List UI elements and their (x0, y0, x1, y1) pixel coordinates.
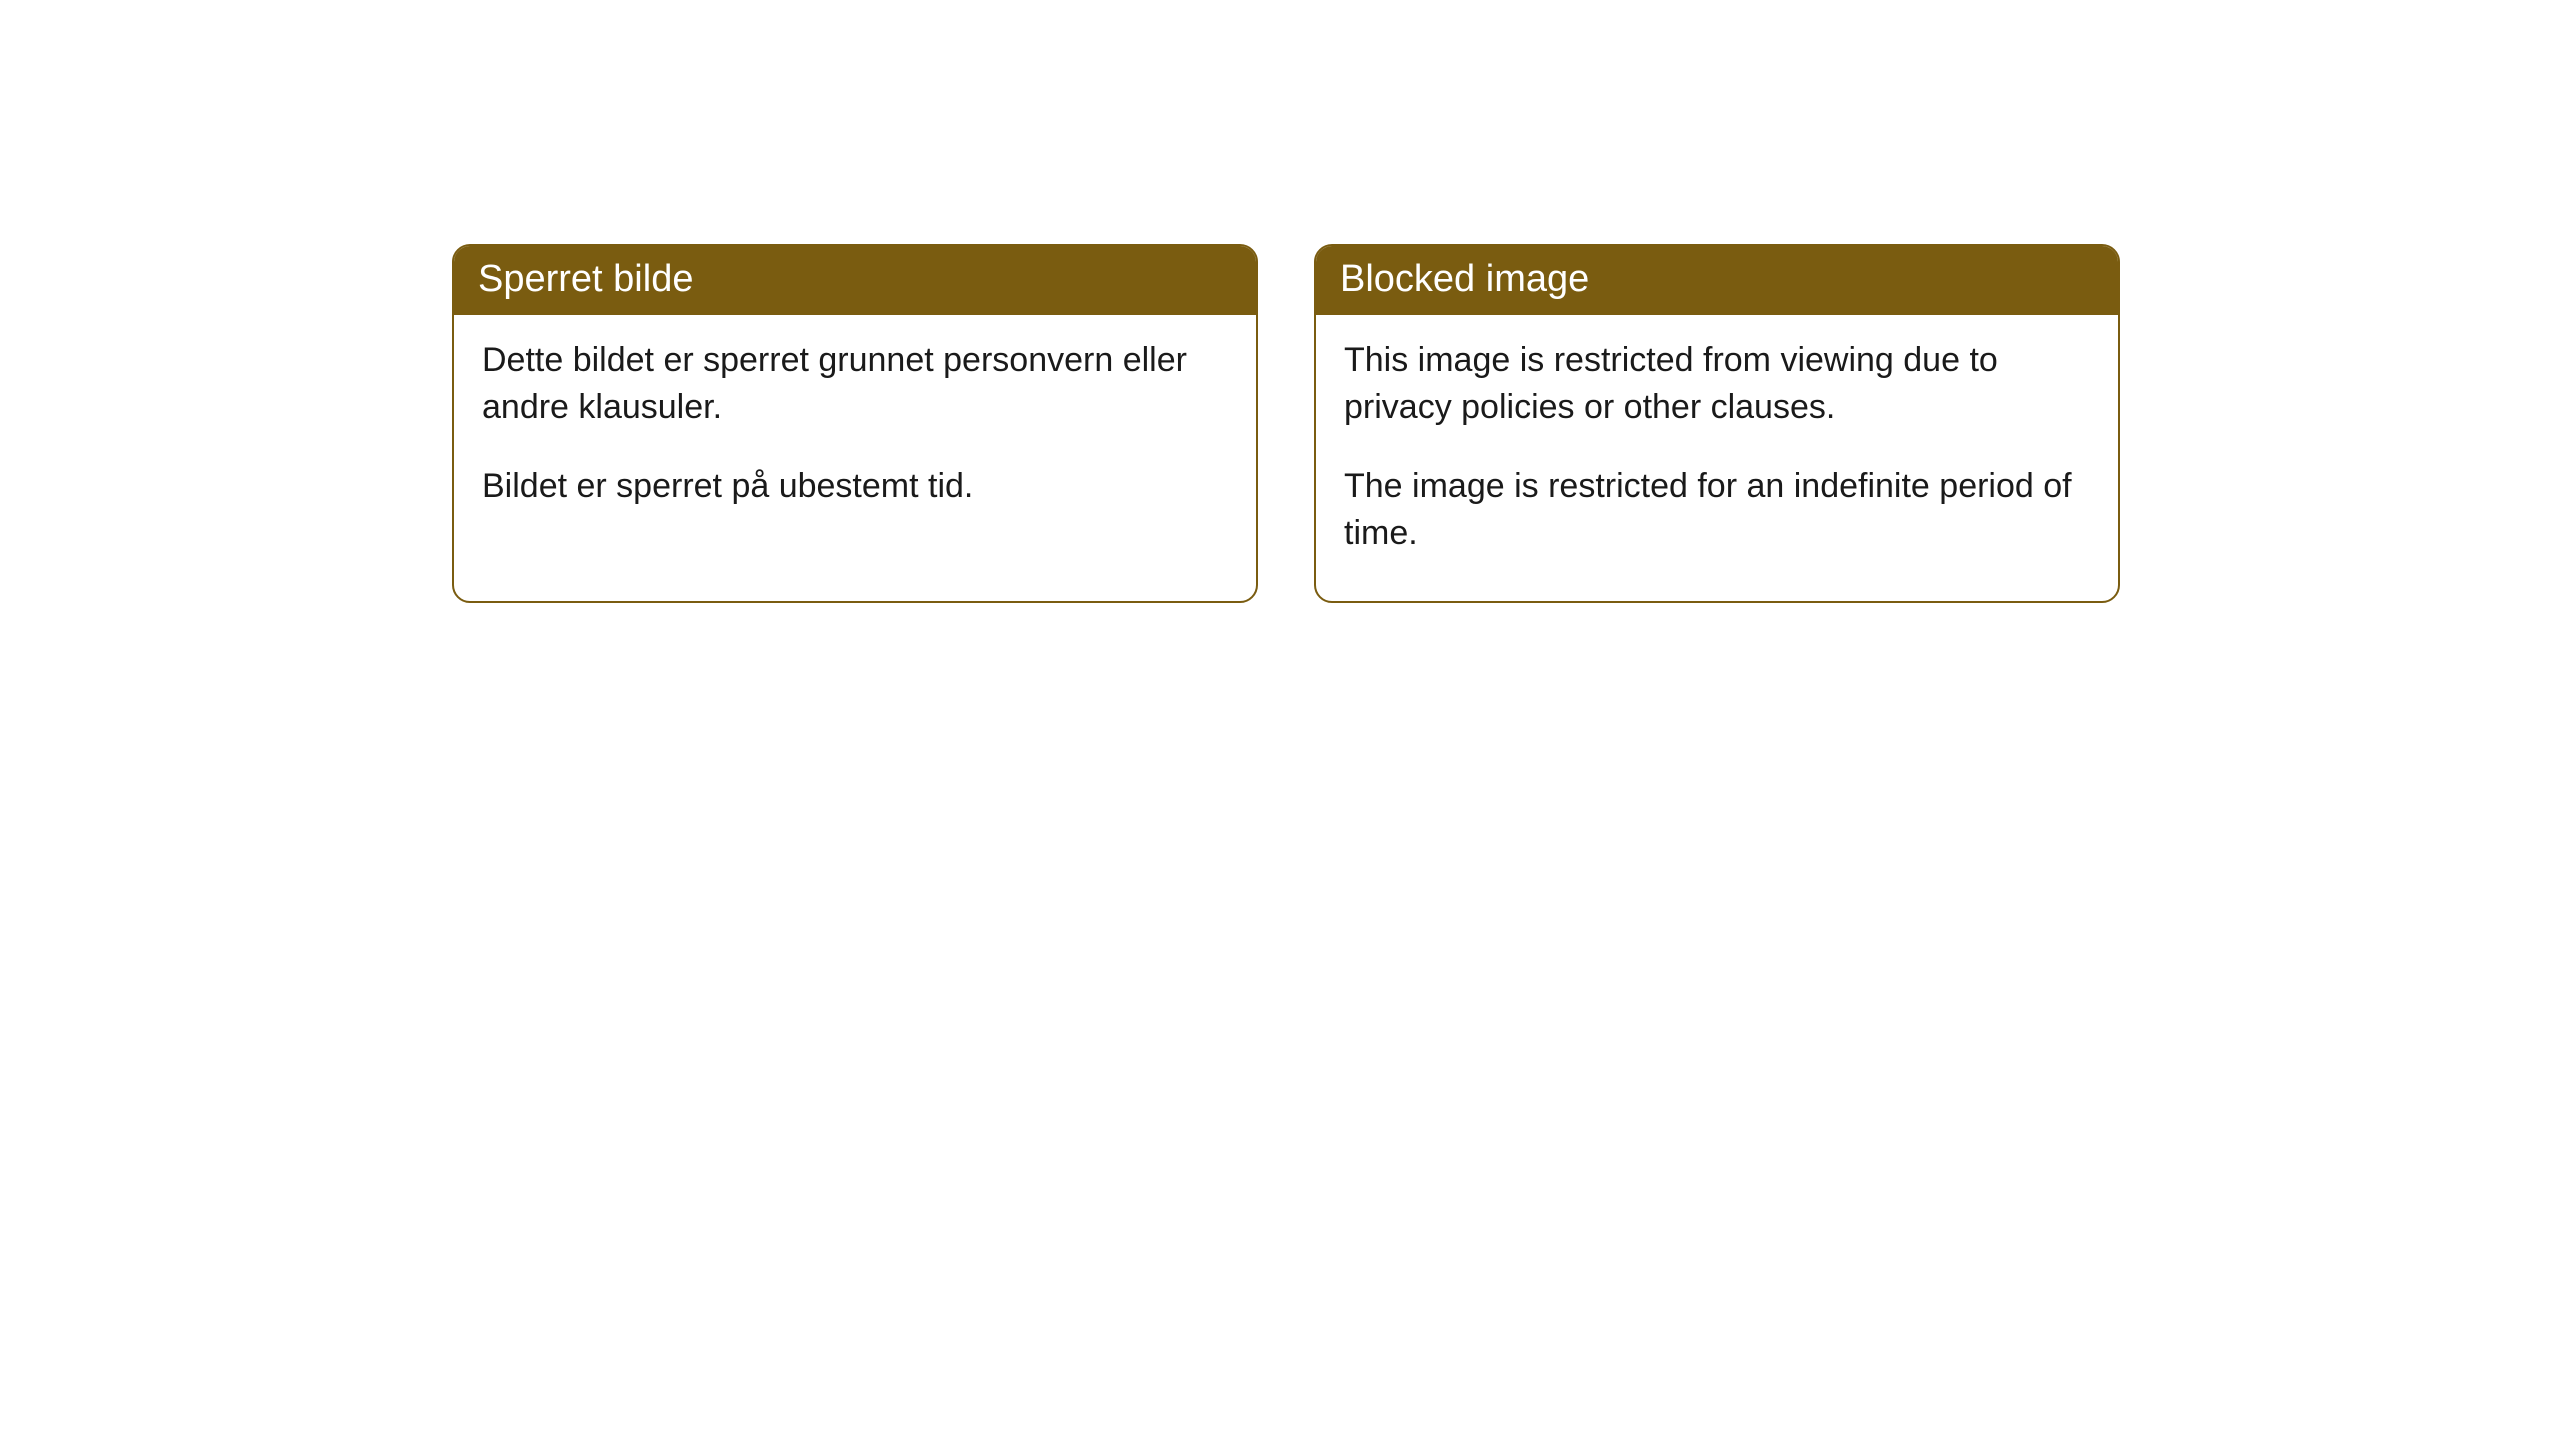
card-paragraph: This image is restricted from viewing du… (1344, 337, 2090, 431)
card-paragraph: The image is restricted for an indefinit… (1344, 463, 2090, 557)
card-header: Blocked image (1316, 246, 2118, 315)
card-body: This image is restricted from viewing du… (1316, 315, 2118, 601)
card-paragraph: Dette bildet er sperret grunnet personve… (482, 337, 1228, 431)
notice-card-norwegian: Sperret bilde Dette bildet er sperret gr… (452, 244, 1258, 603)
notice-card-english: Blocked image This image is restricted f… (1314, 244, 2120, 603)
card-body: Dette bildet er sperret grunnet personve… (454, 315, 1256, 554)
card-paragraph: Bildet er sperret på ubestemt tid. (482, 463, 1228, 510)
card-header: Sperret bilde (454, 246, 1256, 315)
notice-cards-container: Sperret bilde Dette bildet er sperret gr… (0, 0, 2560, 603)
